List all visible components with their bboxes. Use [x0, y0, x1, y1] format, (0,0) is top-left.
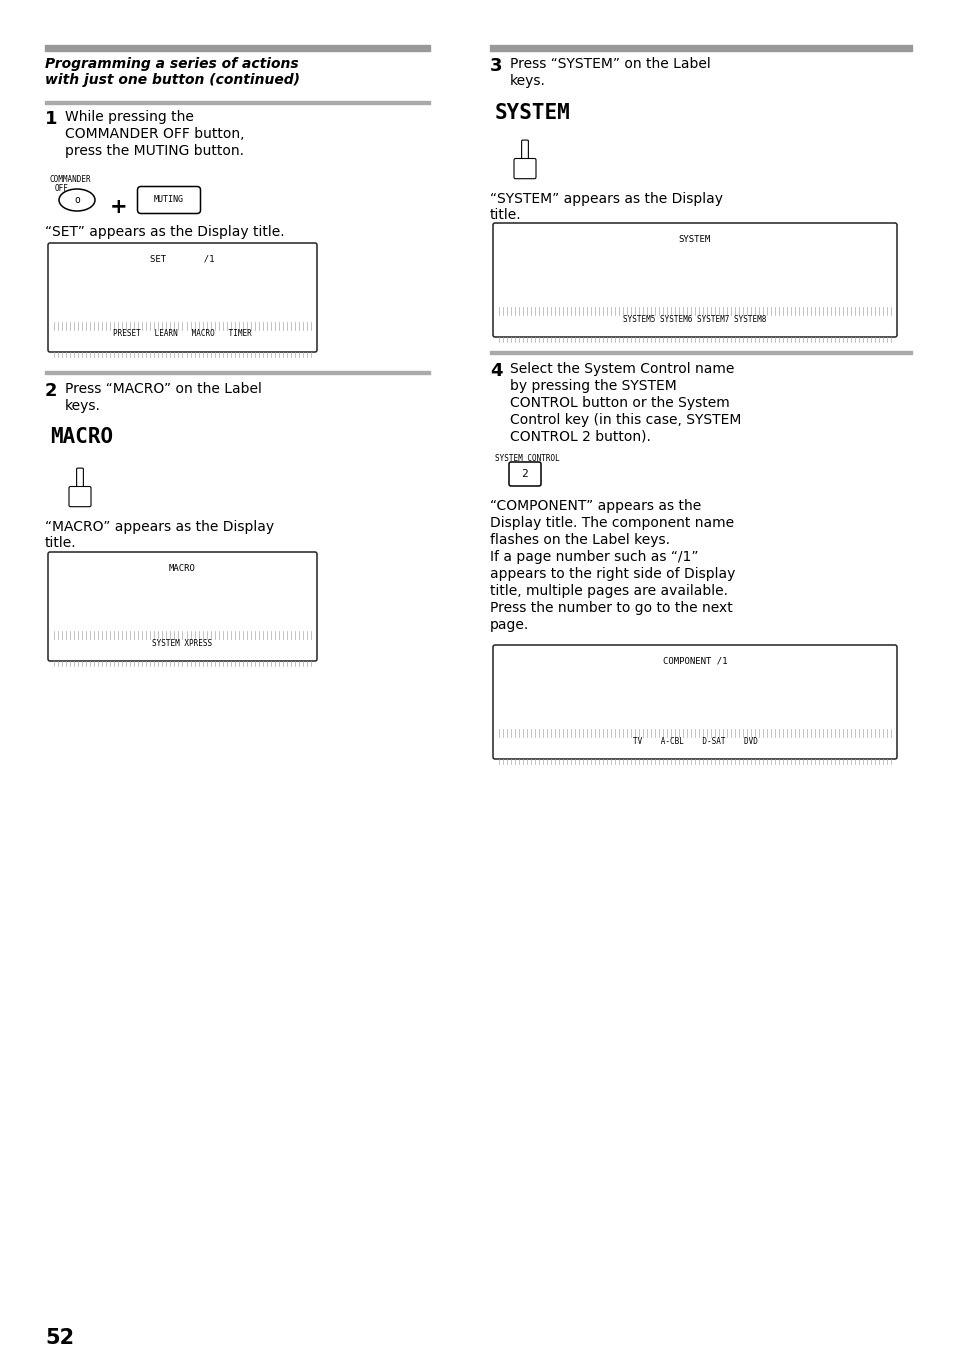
- Text: 52: 52: [45, 1329, 74, 1348]
- Text: SYSTEM CONTROL: SYSTEM CONTROL: [495, 455, 559, 463]
- FancyBboxPatch shape: [514, 159, 536, 179]
- Text: COMPONENT /1: COMPONENT /1: [662, 657, 726, 666]
- Text: SYSTEM: SYSTEM: [679, 235, 710, 244]
- FancyBboxPatch shape: [493, 645, 896, 759]
- Text: OFF: OFF: [55, 185, 69, 193]
- Text: by pressing the SYSTEM: by pressing the SYSTEM: [510, 379, 676, 394]
- Text: title.: title.: [45, 536, 76, 550]
- Text: title, multiple pages are available.: title, multiple pages are available.: [490, 584, 727, 598]
- Text: press the MUTING button.: press the MUTING button.: [65, 144, 244, 157]
- FancyBboxPatch shape: [509, 461, 540, 486]
- Ellipse shape: [59, 189, 95, 210]
- Text: CONTROL button or the System: CONTROL button or the System: [510, 396, 729, 410]
- FancyBboxPatch shape: [48, 243, 316, 351]
- FancyBboxPatch shape: [521, 140, 528, 163]
- Text: PRESET   LEARN   MACRO   TIMER: PRESET LEARN MACRO TIMER: [113, 330, 252, 338]
- Text: keys.: keys.: [65, 399, 101, 413]
- Text: COMMANDER OFF button,: COMMANDER OFF button,: [65, 128, 244, 141]
- Text: “SYSTEM” appears as the Display: “SYSTEM” appears as the Display: [490, 191, 722, 206]
- Text: While pressing the: While pressing the: [65, 110, 193, 123]
- Text: o: o: [74, 195, 80, 205]
- Text: Control key (in this case, SYSTEM: Control key (in this case, SYSTEM: [510, 413, 740, 427]
- Text: Press the number to go to the next: Press the number to go to the next: [490, 601, 732, 615]
- Text: MACRO: MACRO: [50, 427, 113, 446]
- Text: SET       /1: SET /1: [150, 255, 214, 265]
- Text: 1: 1: [45, 110, 57, 128]
- Text: MACRO: MACRO: [169, 565, 195, 573]
- FancyBboxPatch shape: [69, 487, 91, 506]
- Text: “MACRO” appears as the Display: “MACRO” appears as the Display: [45, 520, 274, 535]
- Text: SYSTEM5 SYSTEM6 SYSTEM7 SYSTEM8: SYSTEM5 SYSTEM6 SYSTEM7 SYSTEM8: [622, 315, 766, 323]
- Text: “COMPONENT” appears as the: “COMPONENT” appears as the: [490, 499, 700, 513]
- Text: appears to the right side of Display: appears to the right side of Display: [490, 567, 735, 581]
- Text: CONTROL 2 button).: CONTROL 2 button).: [510, 430, 650, 444]
- Text: SYSTEM XPRESS: SYSTEM XPRESS: [152, 639, 213, 647]
- Text: Select the System Control name: Select the System Control name: [510, 362, 734, 376]
- Text: keys.: keys.: [510, 75, 545, 88]
- Text: 2: 2: [521, 470, 528, 479]
- Text: If a page number such as “/1”: If a page number such as “/1”: [490, 550, 698, 565]
- Text: “SET” appears as the Display title.: “SET” appears as the Display title.: [45, 225, 284, 239]
- Text: Press “SYSTEM” on the Label: Press “SYSTEM” on the Label: [510, 57, 710, 71]
- Text: COMMANDER: COMMANDER: [50, 175, 91, 185]
- Text: page.: page.: [490, 617, 529, 632]
- Text: 2: 2: [45, 383, 57, 400]
- Text: Press “MACRO” on the Label: Press “MACRO” on the Label: [65, 383, 262, 396]
- Text: Display title. The component name: Display title. The component name: [490, 516, 734, 531]
- Text: TV    A-CBL    D-SAT    DVD: TV A-CBL D-SAT DVD: [632, 737, 757, 745]
- Text: SYSTEM: SYSTEM: [495, 103, 570, 123]
- Text: with just one button (continued): with just one button (continued): [45, 73, 299, 87]
- FancyBboxPatch shape: [48, 552, 316, 661]
- FancyBboxPatch shape: [137, 186, 200, 213]
- Text: +: +: [111, 197, 128, 217]
- Text: Programming a series of actions: Programming a series of actions: [45, 57, 298, 71]
- Text: 4: 4: [490, 362, 502, 380]
- Text: 3: 3: [490, 57, 502, 75]
- Text: title.: title.: [490, 208, 521, 223]
- Text: flashes on the Label keys.: flashes on the Label keys.: [490, 533, 669, 547]
- Text: MUTING: MUTING: [153, 195, 184, 205]
- FancyBboxPatch shape: [76, 468, 83, 491]
- FancyBboxPatch shape: [493, 223, 896, 337]
